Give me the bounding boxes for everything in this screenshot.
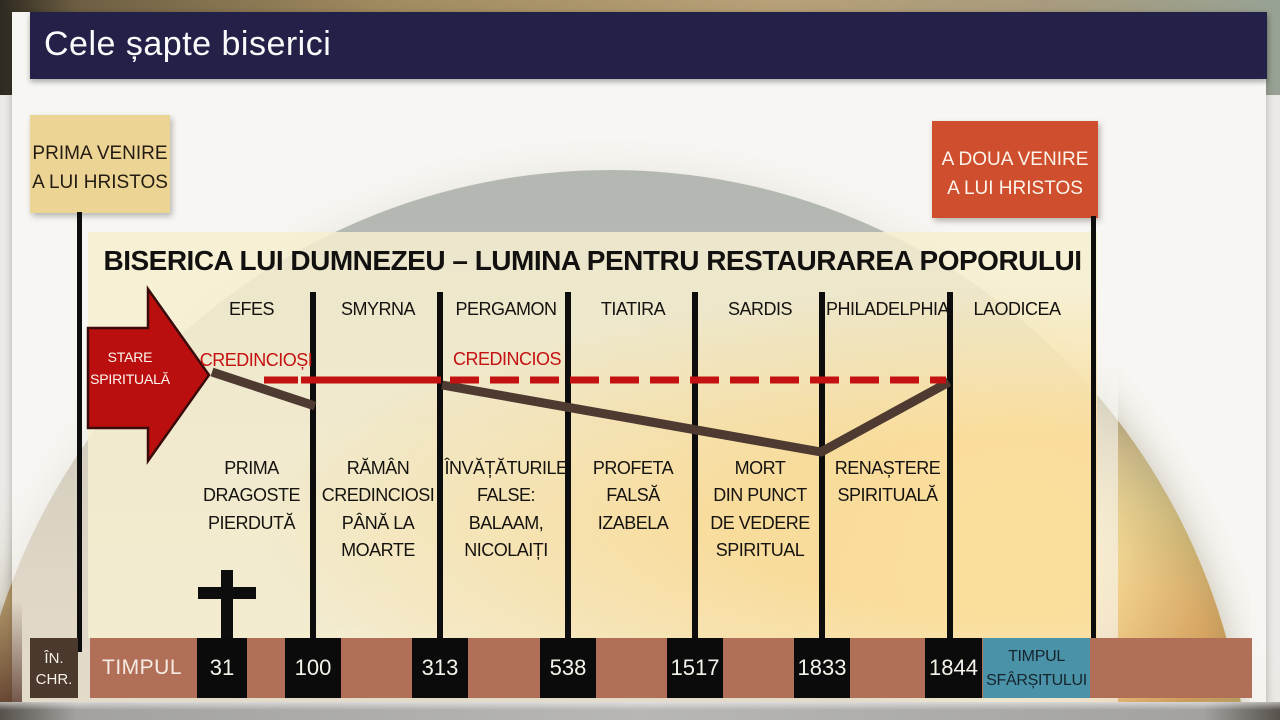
year-marker-313: 313: [412, 638, 468, 698]
column-divider: [819, 292, 825, 638]
column-divider: [947, 292, 953, 638]
cross-horizontal-bar: [198, 587, 256, 599]
column-divider: [437, 292, 443, 638]
first-coming-marker-line: [77, 212, 82, 652]
panel-title: BISERICA LUI DUMNEZEU – LUMINA PENTRU RE…: [103, 245, 1082, 276]
church-name-philadelphia: PHILADELPHIA: [825, 299, 950, 319]
cross-vertical-bar: [221, 570, 233, 640]
year-marker-1833: 1833: [794, 638, 850, 698]
spiritual-state-label: STARE SPIRITUALĂ: [90, 349, 170, 388]
church-note-smyrna: RĂMÂN CREDINCIOSI PÂNĂ LA MOARTE: [321, 458, 435, 561]
slide-bottom-shadow: [0, 702, 1280, 720]
faithful-label-pergamon: CREDINCIOS: [452, 349, 562, 369]
year-marker-100: 100: [285, 638, 341, 698]
title-bar: Cele șapte biserici: [30, 12, 1267, 79]
church-name-smyrna: SMYRNA: [340, 299, 416, 319]
church-note-efes: PRIMA DRAGOSTE PIERDUTĂ: [202, 458, 301, 533]
faithful-label-efes: CREDINCIOȘI: [199, 350, 313, 370]
timeline-axis-label: TIMPUL: [102, 656, 183, 679]
church-note-pergamon: ÎNVĂȚĂTURILE FALSE: BALAAM, NICOLAIȚI: [444, 458, 568, 561]
church-name-laodicea: LAODICEA: [973, 299, 1061, 319]
year-marker-31: 31: [197, 638, 247, 698]
church-name-pergamon: PERGAMON: [455, 299, 557, 319]
church-name-sardis: SARDIS: [727, 299, 793, 319]
column-divider: [692, 292, 698, 638]
second-coming-marker-line: [1091, 216, 1096, 697]
church-name-efes: EFES: [228, 299, 275, 319]
slide-title: Cele șapte biserici: [44, 25, 332, 63]
church-note-tiatira: PROFETA FALSĂ IZABELA: [592, 458, 674, 533]
end-time-box: TIMPUL SFÂRȘITULUI: [983, 638, 1090, 698]
background-corner-shade: [0, 600, 22, 720]
church-note-sardis: MORT DIN PUNCT DE VEDERE SPIRITUAL: [710, 458, 810, 561]
timeline-era-label: ÎN. CHR.: [30, 638, 78, 698]
first-coming-box: PRIMA VENIRE A LUI HRISTOS: [30, 115, 170, 213]
church-panel: BISERICA LUI DUMNEZEU – LUMINA PENTRU RE…: [88, 232, 1097, 638]
year-marker-1517: 1517: [667, 638, 723, 698]
church-note-philadelphia: RENAȘTERE SPIRITUALĂ: [834, 458, 941, 506]
church-name-tiatira: TIATIRA: [600, 299, 666, 319]
column-divider: [310, 292, 316, 638]
year-marker-1844: 1844: [925, 638, 982, 698]
column-divider: [565, 292, 571, 638]
second-coming-box: A DOUA VENIRE A LUI HRISTOS: [932, 121, 1098, 218]
year-marker-538: 538: [540, 638, 596, 698]
